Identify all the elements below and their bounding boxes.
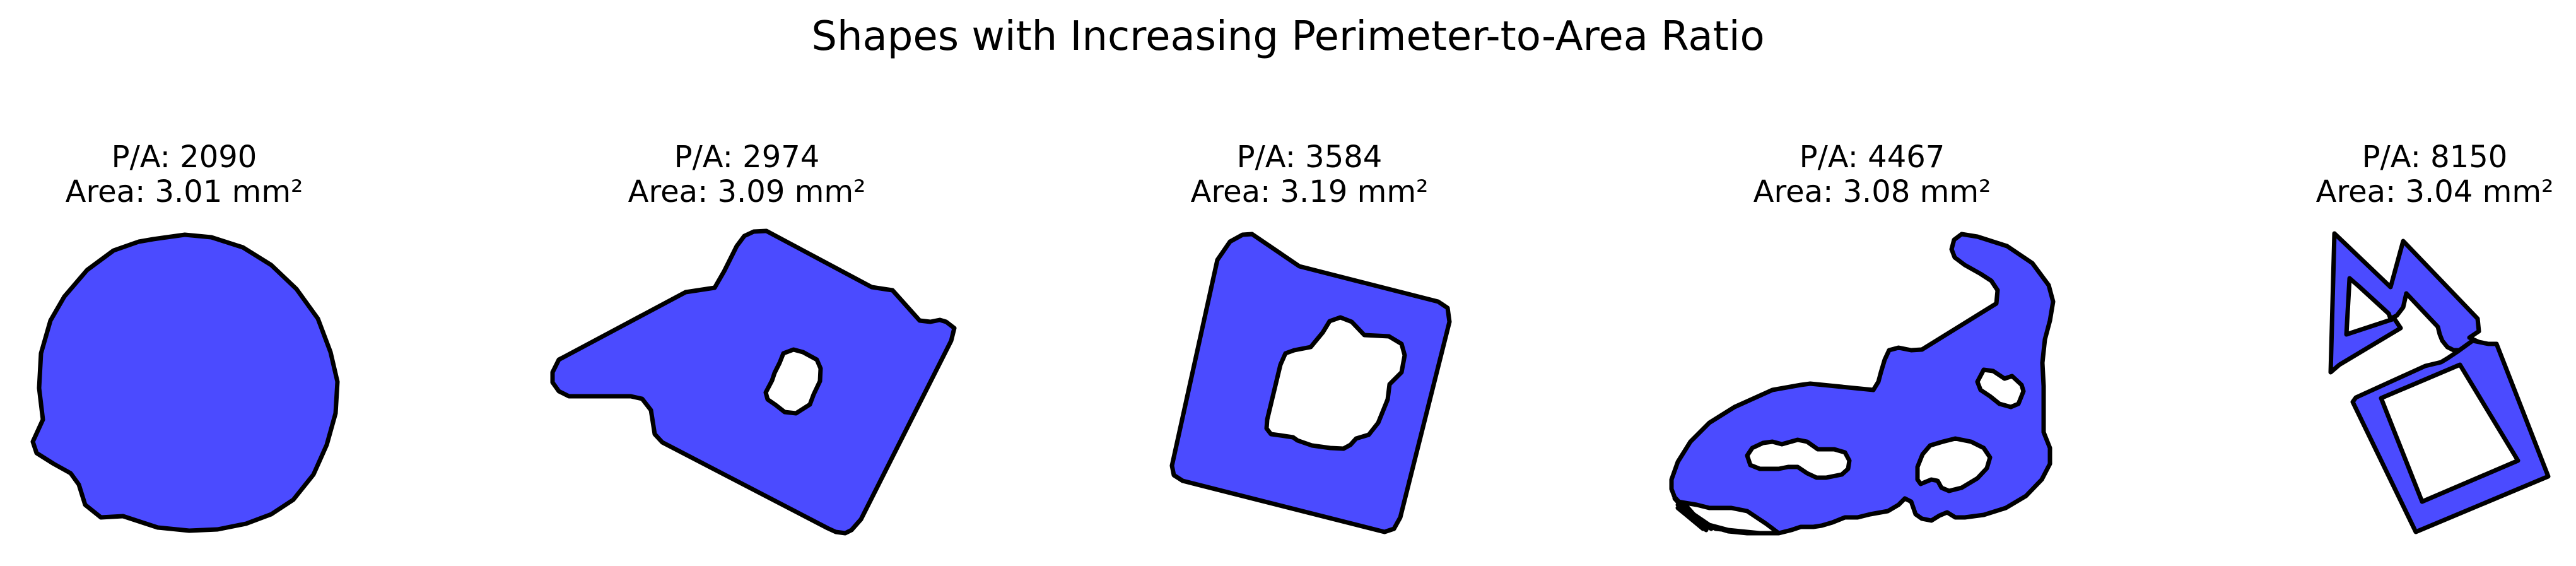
panel-1-area-label: Area: 3.01 mm² <box>65 174 303 209</box>
shape-5-square-frame <box>2350 338 2551 534</box>
chart-title: Shapes with Increasing Perimeter-to-Area… <box>811 13 1765 60</box>
shape-3-square-with-hole <box>1169 232 1452 534</box>
panel-3-caption: P/A: 3584 Area: 3.19 mm² <box>1089 140 1530 209</box>
panel-3-ratio-label: P/A: 3584 <box>1236 139 1383 175</box>
shape-2-polygon-with-hole <box>550 228 957 536</box>
shape-4-irregular-with-holes <box>1669 232 2056 536</box>
panel-4-caption: P/A: 4467 Area: 3.08 mm² <box>1651 140 2093 209</box>
panel-5-caption: P/A: 8150 Area: 3.04 mm² <box>2214 140 2576 209</box>
panel-5-ratio-label: P/A: 8150 <box>2362 139 2508 175</box>
panel-3-area-label: Area: 3.19 mm² <box>1190 174 1429 209</box>
shape-1-blob <box>30 232 340 533</box>
panel-4-area-label: Area: 3.08 mm² <box>1753 174 1991 209</box>
panel-2-ratio-label: P/A: 2974 <box>674 139 820 175</box>
panel-4-ratio-label: P/A: 4467 <box>1799 139 1945 175</box>
panel-1-ratio-label: P/A: 2090 <box>111 139 257 175</box>
panel-2-area-label: Area: 3.09 mm² <box>628 174 866 209</box>
panel-1-caption: P/A: 2090 Area: 3.01 mm² <box>0 140 405 209</box>
panel-5-area-label: Area: 3.04 mm² <box>2315 174 2554 209</box>
panel-2-caption: P/A: 2974 Area: 3.09 mm² <box>526 140 968 209</box>
